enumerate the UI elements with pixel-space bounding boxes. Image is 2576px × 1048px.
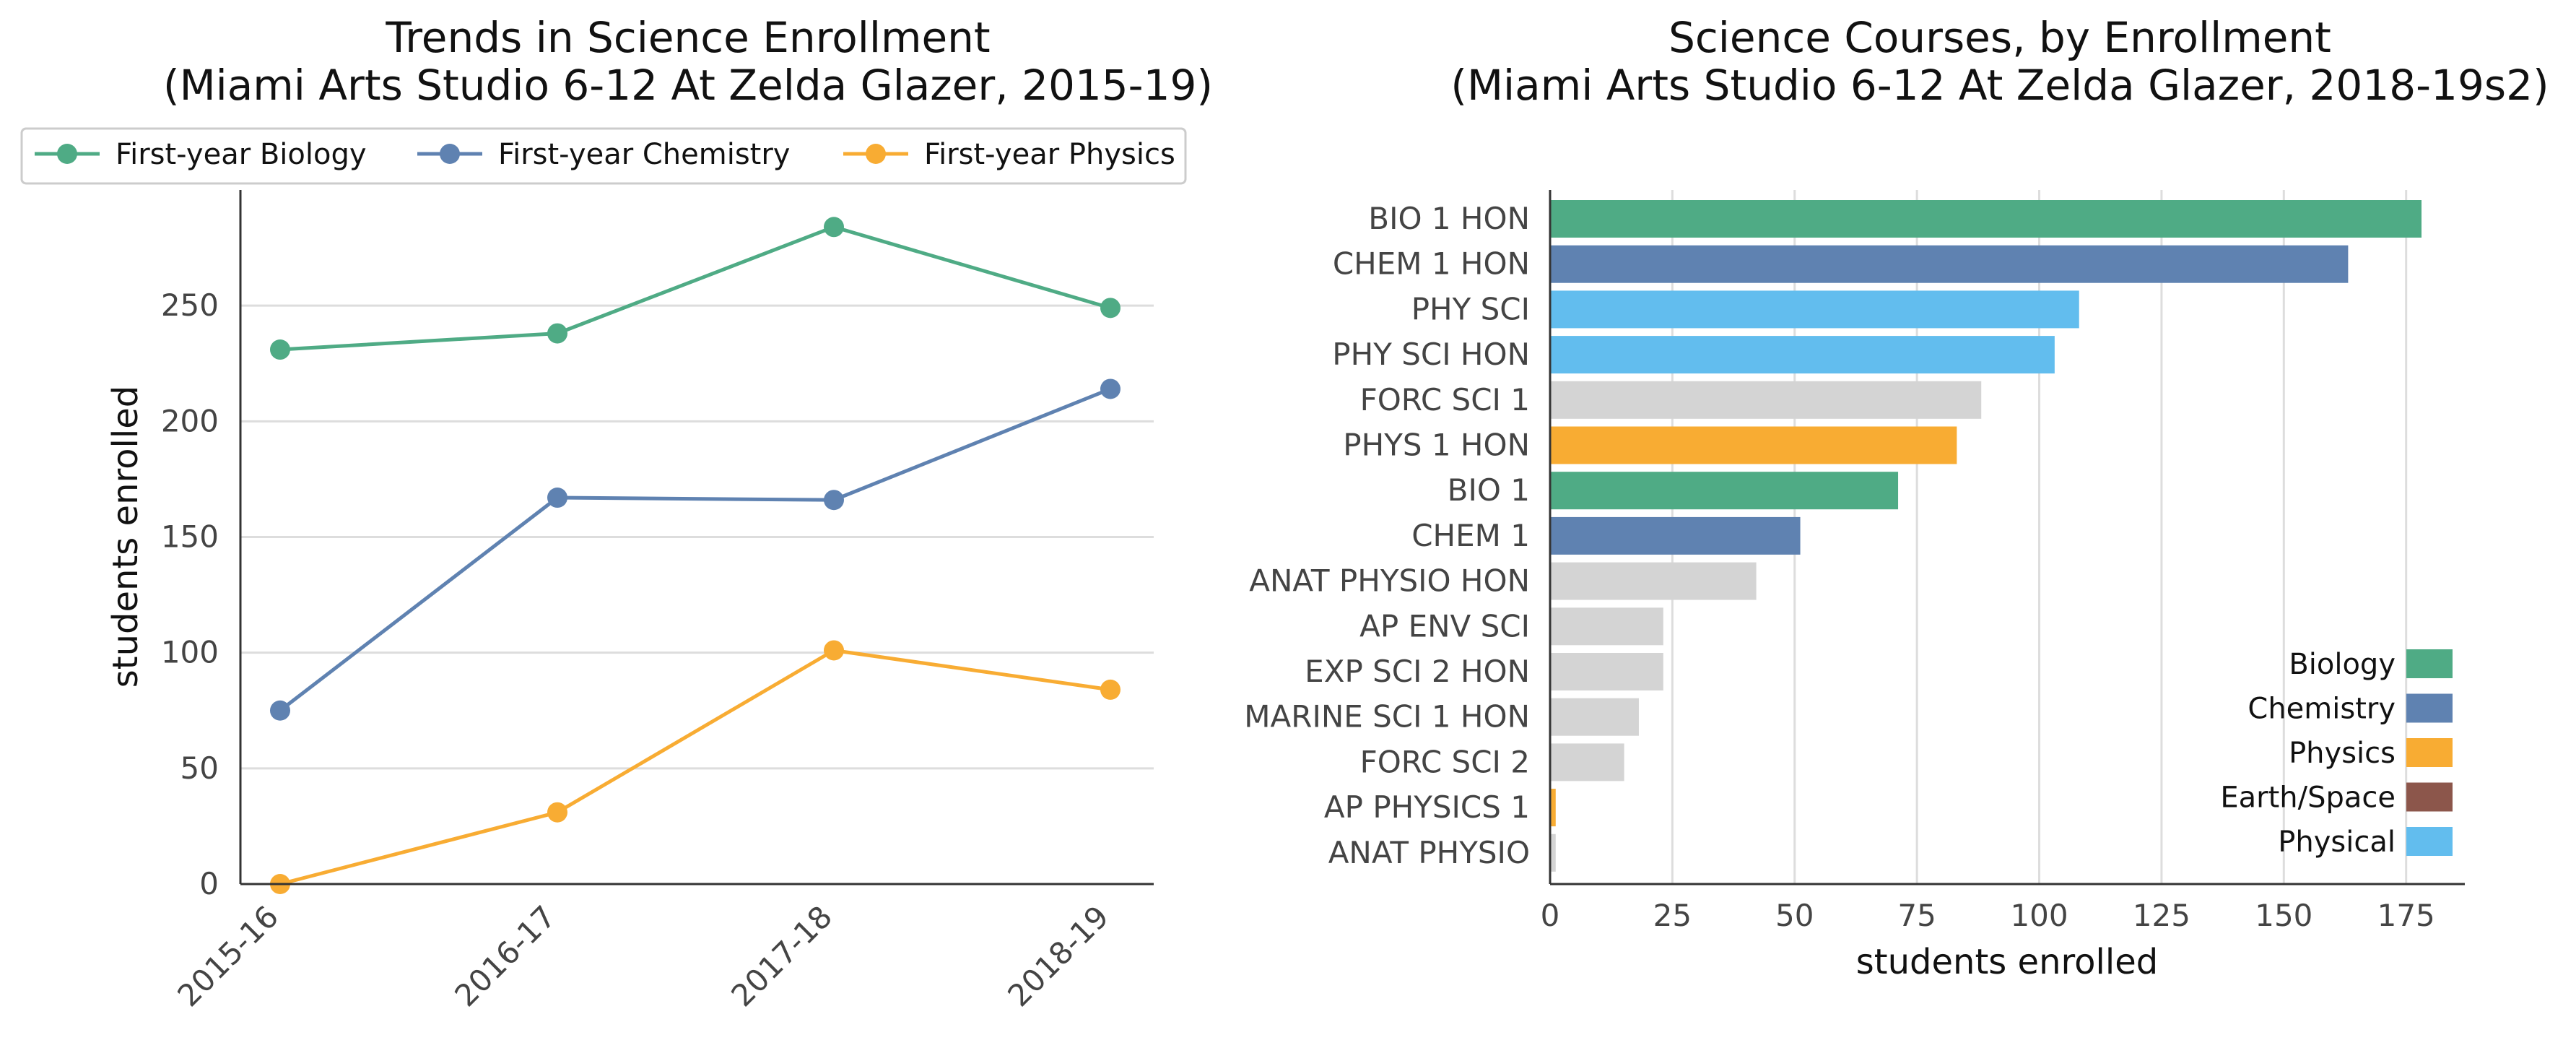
x-tick-label: 150 xyxy=(2255,898,2312,933)
bar xyxy=(1551,472,1899,510)
legend-label: Physical xyxy=(2278,826,2396,859)
legend-swatch xyxy=(2406,738,2453,767)
y-tick-label: PHYS 1 HON xyxy=(1343,428,1530,463)
legend-swatch xyxy=(2406,827,2453,856)
y-tick-label: PHY SCI xyxy=(1411,291,1530,326)
x-tick-label: 2015-16 xyxy=(170,898,285,1013)
y-tick-label: FORC SCI 1 xyxy=(1360,382,1530,417)
x-tick-label: 2018-19 xyxy=(1001,898,1115,1013)
data-point xyxy=(824,490,844,511)
bar xyxy=(1551,653,1663,690)
legend-label: First-year Physics xyxy=(924,138,1175,171)
data-point xyxy=(824,640,844,661)
x-tick-label: 50 xyxy=(1775,898,1814,933)
bar-chart: Science Courses, by Enrollment (Miami Ar… xyxy=(1244,13,2549,982)
series-line xyxy=(279,225,1111,352)
data-point xyxy=(270,339,290,360)
x-tick-label: 175 xyxy=(2377,898,2435,933)
bar xyxy=(1551,200,2422,238)
line-chart-y-axis-label: students enrolled xyxy=(105,386,146,688)
y-tick-label: CHEM 1 xyxy=(1411,518,1530,553)
legend-label: Earth/Space xyxy=(2220,781,2396,815)
legend-label: Physics xyxy=(2289,737,2396,770)
line-chart-gridlines xyxy=(240,304,1154,770)
x-tick-label: 75 xyxy=(1897,898,1936,933)
y-tick-label: BIO 1 xyxy=(1448,472,1530,508)
y-tick-label: ANAT PHYSIO xyxy=(1328,835,1530,870)
x-tick-label: 0 xyxy=(1541,898,1560,933)
data-point xyxy=(270,700,290,721)
line-chart-legend: First-year Biology First-year Chemistry Fi… xyxy=(35,138,1175,171)
bar xyxy=(1551,336,2055,374)
line-chart-subtitle: (Miami Arts Studio 6-12 At Zelda Glazer,… xyxy=(163,61,1213,110)
legend-marker xyxy=(57,144,77,164)
y-tick-label: 200 xyxy=(161,403,219,438)
line-chart: Trends in Science Enrollment (Miami Arts… xyxy=(20,13,1213,1013)
series-line xyxy=(279,648,1111,886)
legend-swatch xyxy=(2406,693,2453,723)
y-tick-label: PHY SCI HON xyxy=(1332,337,1530,372)
legend-swatch xyxy=(2406,649,2453,678)
y-tick-label: FORC SCI 2 xyxy=(1360,744,1530,779)
bar xyxy=(1551,698,1639,736)
data-point xyxy=(1100,298,1121,319)
legend-label: Biology xyxy=(2289,648,2396,681)
data-point xyxy=(824,217,844,238)
y-tick-label: CHEM 1 HON xyxy=(1333,246,1530,282)
x-tick-label: 25 xyxy=(1653,898,1692,933)
y-tick-label: MARINE SCI 1 HON xyxy=(1244,699,1530,735)
y-tick-label: 250 xyxy=(161,287,219,323)
y-tick-label: BIO 1 HON xyxy=(1368,201,1530,236)
bar xyxy=(1551,381,1982,419)
y-tick-label: ANAT PHYSIO HON xyxy=(1249,563,1530,599)
bar-chart-subtitle: (Miami Arts Studio 6-12 At Zelda Glazer,… xyxy=(1450,61,2549,110)
legend-marker xyxy=(440,144,460,164)
legend-label: First-year Biology xyxy=(116,138,367,171)
x-tick-label: 2017-18 xyxy=(724,898,839,1013)
line-chart-series xyxy=(270,217,1121,894)
bar xyxy=(1551,562,1757,600)
y-tick-label: 0 xyxy=(199,866,219,901)
bar xyxy=(1551,516,1801,555)
bar-chart-title: Science Courses, by Enrollment xyxy=(1668,13,2331,62)
line-chart-title: Trends in Science Enrollment xyxy=(385,13,990,62)
bar xyxy=(1551,743,1624,781)
legend-label: Chemistry xyxy=(2248,693,2396,726)
line-chart-legend-box xyxy=(20,127,1187,185)
bar-chart-tick-labels: 0 25 50 75 100 125 150 175 BIO 1 HON CHEM 1 HON PH… xyxy=(1244,201,2434,933)
line-chart-tick-labels: 0 50 100 150 200 250 2015-16 2016-17 2017-18 2018… xyxy=(161,287,1115,1013)
data-point xyxy=(547,802,567,823)
bar xyxy=(1551,290,2079,329)
bar xyxy=(1551,833,1556,872)
x-tick-label: 100 xyxy=(2010,898,2068,933)
legend-label: First-year Chemistry xyxy=(498,138,790,171)
data-point xyxy=(547,488,567,508)
bar-chart-legend: Biology Chemistry Physics Earth/Space Physic… xyxy=(2220,648,2453,859)
y-tick-label: AP PHYSICS 1 xyxy=(1324,789,1530,825)
data-point xyxy=(1100,378,1121,399)
bar-chart-bars xyxy=(1551,200,2422,872)
y-tick-label: 50 xyxy=(180,750,219,786)
bar xyxy=(1551,607,1663,646)
series-line xyxy=(279,387,1111,712)
bar xyxy=(1551,789,1556,827)
bar xyxy=(1551,426,1957,464)
x-tick-label: 125 xyxy=(2133,898,2190,933)
y-tick-label: 100 xyxy=(161,635,219,670)
data-point xyxy=(1100,679,1121,700)
data-point xyxy=(547,323,567,344)
bar-chart-x-axis-label: students enrolled xyxy=(1856,942,2158,982)
legend-marker xyxy=(866,144,886,164)
y-tick-label: AP ENV SCI xyxy=(1359,608,1530,644)
y-tick-label: EXP SCI 2 HON xyxy=(1305,654,1530,689)
x-tick-label: 2016-17 xyxy=(448,898,562,1013)
bar xyxy=(1551,245,2349,283)
y-tick-label: 150 xyxy=(161,519,219,555)
legend-swatch xyxy=(2406,782,2453,812)
